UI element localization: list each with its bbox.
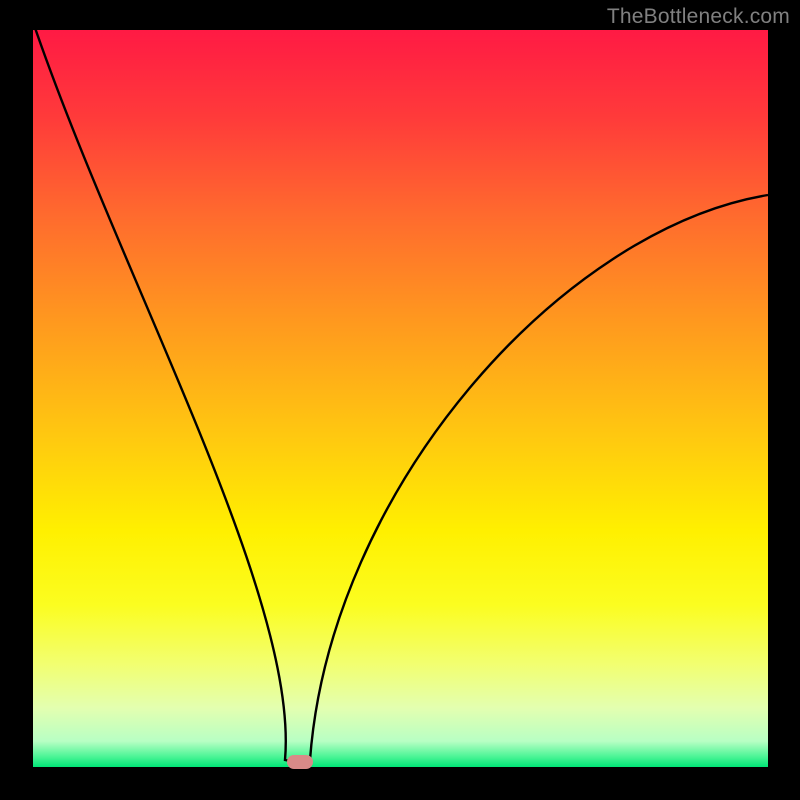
optimum-marker [287, 755, 313, 769]
watermark-text: TheBottleneck.com [607, 5, 790, 29]
bottleneck-curve [33, 30, 768, 767]
chart-plot-area [33, 30, 768, 767]
